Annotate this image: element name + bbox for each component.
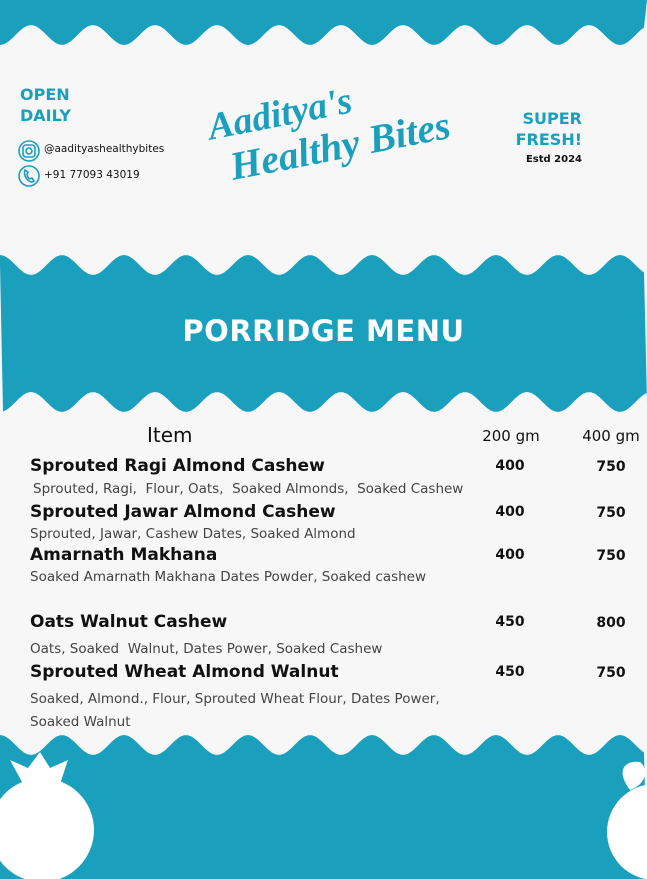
price-200: 450: [495, 614, 525, 630]
item-description: Oats, Soaked Walnut, Dates Power, Soaked…: [30, 641, 383, 657]
phone: +91 77093 43019: [44, 169, 140, 181]
item-description: Sprouted, Jawar, Cashew Dates, Soaked Al…: [30, 526, 356, 542]
header-size: 400 gm: [582, 427, 640, 445]
item-description: Soaked Amarnath Makhana Dates Powder, So…: [30, 569, 427, 585]
price-200: 400: [495, 547, 525, 563]
instagram: @aadityashealthybites: [44, 143, 165, 155]
item-description: Sprouted, Ragi, Flour, Oats, Soaked Almo…: [33, 481, 464, 497]
item-description: Soaked, Almond., Flour, Sprouted Wheat F…: [30, 691, 444, 730]
item-name: Sprouted Ragi Almond Cashew: [30, 456, 325, 476]
price-400: 750: [596, 548, 626, 564]
super-fresh: SUPER FRESH!: [515, 109, 588, 149]
item-name: Sprouted Jawar Almond Cashew: [30, 502, 336, 522]
middle-band: [0, 255, 647, 412]
item-name: Amarnath Makhana: [30, 545, 218, 565]
contact-icons: [18, 140, 40, 187]
price-200: 400: [495, 458, 525, 474]
orange: [607, 761, 647, 879]
pomegranate: [0, 752, 94, 879]
price-400: 800: [596, 615, 626, 631]
established: Estd 2024: [525, 154, 582, 165]
item-name: Sprouted Wheat Almond Walnut: [30, 662, 339, 682]
price-400: 750: [596, 505, 626, 521]
top-wave: [0, 0, 647, 45]
item-name: Oats Walnut Cashew: [30, 612, 228, 632]
price-400: 750: [596, 459, 626, 475]
price-200: 450: [495, 664, 525, 680]
open-daily: OPEN DAILY: [20, 85, 76, 125]
header-size: 200 gm: [482, 427, 540, 445]
price-200: 400: [495, 504, 525, 520]
header-item: Item: [147, 423, 193, 447]
bottom-band: [0, 735, 647, 879]
banner: PORRIDGE MENU: [182, 314, 465, 348]
price-400: 750: [596, 665, 626, 681]
